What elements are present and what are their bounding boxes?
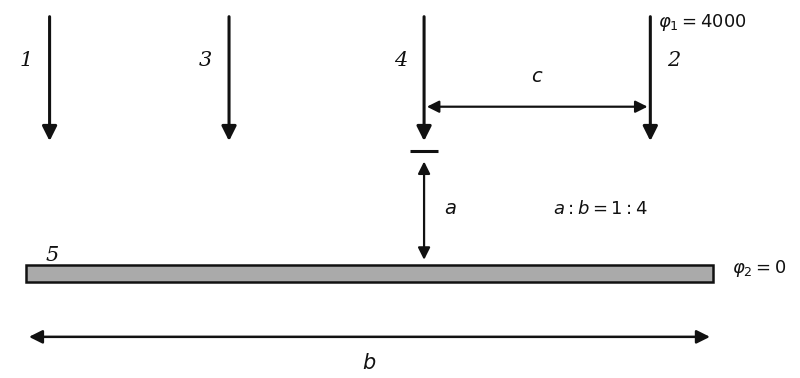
Bar [26, 265, 713, 282]
Text: 5: 5 [46, 246, 59, 265]
Text: $c$: $c$ [531, 68, 543, 86]
Text: $a$: $a$ [443, 200, 456, 218]
Text: $\varphi_1 = 4000$: $\varphi_1 = 4000$ [658, 12, 747, 33]
Text: 4: 4 [394, 51, 407, 70]
Text: $b$: $b$ [362, 353, 377, 373]
Text: $a:b=1:4$: $a:b=1:4$ [553, 200, 647, 218]
Text: 1: 1 [19, 51, 33, 70]
Text: $\varphi_2 = 0$: $\varphi_2 = 0$ [732, 258, 787, 279]
Text: 3: 3 [198, 51, 212, 70]
Text: 2: 2 [667, 51, 681, 70]
